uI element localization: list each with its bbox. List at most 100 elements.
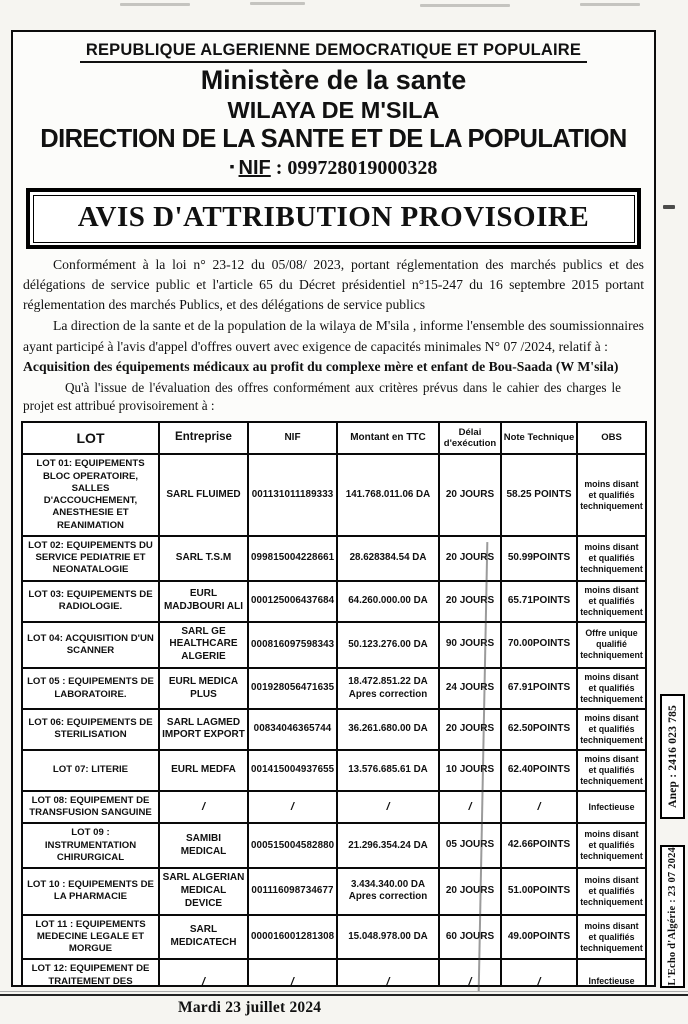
intro-paragraph-1: Conformément à la loi n° 23-12 du 05/08/… xyxy=(23,257,644,313)
table-row: LOT 10 : EQUIPEMENTS DE LA PHARMACIE SARL… xyxy=(21,867,647,916)
cell-entreprise: EURL MEDICA PLUS xyxy=(158,667,249,710)
cell-lot: LOT 05 : EQUIPEMENTS DE LABORATOIRE. xyxy=(21,667,160,710)
cell-entreprise: / xyxy=(158,789,249,825)
nif-line: ▪ NIF : 099728019000328 xyxy=(20,157,647,180)
cell-montant: / xyxy=(336,958,440,985)
cell-delai: 20 JOURS xyxy=(438,708,502,751)
cell-delai: 20 JOURS xyxy=(438,453,502,537)
cell-nif: 000816097598343 xyxy=(247,620,338,670)
cell-delai: 20 JOURS xyxy=(438,579,502,623)
cell-entreprise: EURL MADJBOURI ALI xyxy=(158,579,249,623)
cell-montant: 36.261.680.00 DA xyxy=(336,708,440,751)
cell-obs: Offre unique qualifié techniquement xyxy=(576,620,647,670)
cell-delai: 05 JOURS xyxy=(438,822,502,870)
notice-title: AVIS D'ATTRIBUTION PROVISOIRE xyxy=(32,194,635,243)
direction-heading: DIRECTION DE LA SANTE ET DE LA POPULATIO… xyxy=(40,125,627,153)
cell-lot: LOT 12: EQUIPEMENT DE TRAITEMENT DES DEC… xyxy=(21,958,160,985)
table-row: LOT 12: EQUIPEMENT DE TRAITEMENT DES DEC… xyxy=(21,958,647,985)
cell-obs: moins disant et qualifiés techniquement xyxy=(576,579,647,623)
cell-note: 58.25 POINTS xyxy=(500,453,578,537)
square-bullet-icon: ▪ xyxy=(229,160,235,175)
cell-lot: LOT 03: EQUIPEMENTS DE RADIOLOGIE. xyxy=(21,579,160,623)
publication-date: Mardi 23 juillet 2024 xyxy=(178,999,322,1016)
cell-nif: 001131011189333 xyxy=(247,453,338,537)
cell-nif: 001928056471635 xyxy=(247,667,338,710)
cell-entreprise: SARL FLUIMED xyxy=(158,453,249,537)
cell-lot: LOT 11 : EQUIPEMENTS MEDECINE LEGALE ET … xyxy=(21,913,160,961)
col-header-note: Note Technique xyxy=(500,420,578,456)
cell-delai: 20 JOURS xyxy=(438,867,502,916)
cell-delai: 10 JOURS xyxy=(438,748,502,792)
table-row: LOT 09 : INSTRUMENTATION CHIRURGICAL SAMI… xyxy=(21,822,647,870)
cell-lot: LOT 09 : INSTRUMENTATION CHIRURGICAL xyxy=(21,822,160,870)
cell-obs: Infectieuse xyxy=(576,789,647,825)
cell-montant: 21.296.354.24 DA xyxy=(336,822,440,870)
col-header-montant: Montant en TTC xyxy=(336,420,440,456)
intro-paragraph-3: Qu'à l'issue de l'évaluation des offres … xyxy=(23,379,621,414)
cell-montant: 141.768.011.06 DA xyxy=(336,453,440,537)
cell-obs: moins disant et qualifiés techniquement xyxy=(576,708,647,751)
anep-reference-box: Anep : 2416 023 785 xyxy=(660,694,685,819)
cell-nif: / xyxy=(247,789,338,825)
cell-entreprise: SAMIBI MEDICAL xyxy=(158,822,249,870)
col-header-nif: NIF xyxy=(247,420,338,456)
table-row: LOT 08: EQUIPEMENT DE TRANSFUSION SANGUI… xyxy=(21,789,647,825)
table-row: LOT 03: EQUIPEMENTS DE RADIOLOGIE. EURL M… xyxy=(21,579,647,623)
cell-montant: 15.048.978.00 DA xyxy=(336,913,440,961)
cell-delai: 90 JOURS xyxy=(438,620,502,670)
cell-note: 65.71POINTS xyxy=(500,579,578,623)
cell-delai: / xyxy=(438,789,502,825)
scan-artifact xyxy=(250,2,305,5)
cell-montant: 50.123.276.00 DA xyxy=(336,620,440,670)
cell-nif: / xyxy=(247,958,338,985)
nif-label: NIF xyxy=(238,157,271,179)
cell-entreprise: SARL ALGERIAN MEDICAL DEVICE xyxy=(158,867,249,916)
cell-obs: moins disant et qualifiés techniquement xyxy=(576,867,647,916)
cell-nif: 001116098734677 xyxy=(247,867,338,916)
cell-entreprise: / xyxy=(158,958,249,985)
ministry-heading: Ministère de la sante xyxy=(200,65,467,95)
cell-note: 62.50POINTS xyxy=(500,708,578,751)
cell-note: 42.66POINTS xyxy=(500,822,578,870)
cell-montant: 28.628384.54 DA xyxy=(336,534,440,582)
results-table-head: LOT Entreprise NIF Montant en TTC Délai d'ex… xyxy=(21,420,647,456)
table-row: LOT 07: LITERIE EURL MEDFA 001415004937655… xyxy=(21,748,647,792)
cell-entreprise: SARL LAGMED IMPORT EXPORT xyxy=(158,708,249,751)
cell-delai: 24 JOURS xyxy=(438,667,502,710)
table-row: LOT 05 : EQUIPEMENTS DE LABORATOIRE. EURL… xyxy=(21,667,647,710)
cell-obs: moins disant et qualifiés techniquement xyxy=(576,667,647,710)
cell-delai: 20 JOURS xyxy=(438,534,502,582)
nif-value: : 099728019000328 xyxy=(275,157,438,179)
cell-entreprise: SARL T.S.M xyxy=(158,534,249,582)
cell-nif: 099815004228661 xyxy=(247,534,338,582)
intro-paragraph-2-bold: Acquisition des équipements médicaux au … xyxy=(23,358,619,374)
cell-nif: 000016001281308 xyxy=(247,913,338,961)
cell-note: 62.40POINTS xyxy=(500,748,578,792)
cell-note: 51.00POINTS xyxy=(500,867,578,916)
republic-heading: REPUBLIQUE ALGERIENNE DEMOCRATIQUE ET PO… xyxy=(79,41,588,63)
cell-montant: 13.576.685.61 DA xyxy=(336,748,440,792)
cell-lot: LOT 10 : EQUIPEMENTS DE LA PHARMACIE xyxy=(21,867,160,916)
col-header-lot: LOT xyxy=(21,420,160,456)
journal-reference-box: L'Echo d'Algérie : 23 07 2024 xyxy=(660,845,685,988)
footer-divider-light xyxy=(0,991,688,992)
cell-montant: / xyxy=(336,789,440,825)
cell-note: 67.91POINTS xyxy=(500,667,578,710)
wilaya-heading: WILAYA DE M'SILA xyxy=(227,97,440,123)
cell-lot: LOT 07: LITERIE xyxy=(21,748,160,792)
cell-nif: 000515004582880 xyxy=(247,822,338,870)
header-row: LOT Entreprise NIF Montant en TTC Délai d'ex… xyxy=(21,420,647,456)
notice-document: REPUBLIQUE ALGERIENNE DEMOCRATIQUE ET PO… xyxy=(11,30,656,987)
cell-note: / xyxy=(500,958,578,985)
col-header-delai: Délai d'exécution xyxy=(438,420,502,456)
cell-montant: 3.434.340.00 DA Apres correction xyxy=(336,867,440,916)
results-table-body: LOT 01: EQUIPEMENTS BLOC OPERATOIRE, SAL… xyxy=(21,453,647,985)
cell-note: 50.99POINTS xyxy=(500,534,578,582)
cell-lot: LOT 08: EQUIPEMENT DE TRANSFUSION SANGUI… xyxy=(21,789,160,825)
table-row: LOT 01: EQUIPEMENTS BLOC OPERATOIRE, SAL… xyxy=(21,453,647,537)
journal-reference-text: L'Echo d'Algérie : 23 07 2024 xyxy=(667,847,678,986)
cell-nif: 000125006437684 xyxy=(247,579,338,623)
cell-lot: LOT 01: EQUIPEMENTS BLOC OPERATOIRE, SAL… xyxy=(21,453,160,537)
cell-delai: / xyxy=(438,958,502,985)
cell-delai: 60 JOURS xyxy=(438,913,502,961)
